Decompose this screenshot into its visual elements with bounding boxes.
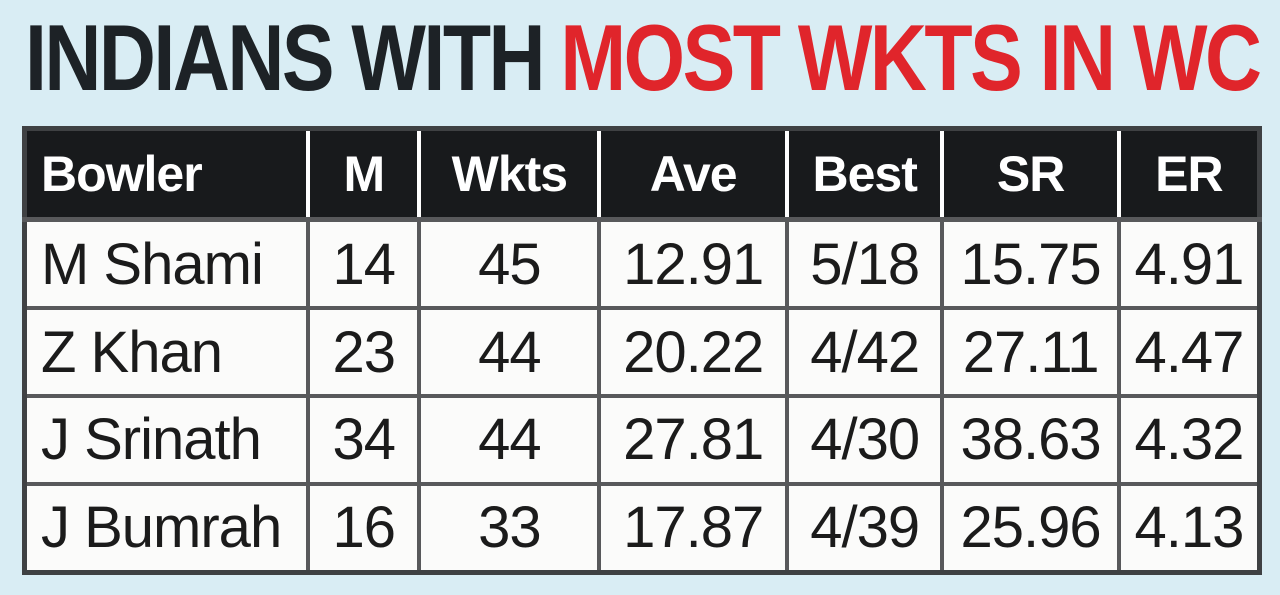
table-header-row: Bowler M Wkts Ave Best SR ER: [24, 128, 1260, 222]
cell-bowler: J Bumrah: [24, 481, 311, 573]
cell-strike-rate: 25.96: [940, 481, 1121, 573]
cell-wickets: 44: [417, 306, 602, 398]
cell-average: 27.81: [597, 393, 789, 486]
table-row: J Bumrah 16 33 17.87 4/39 25.96 4.13: [24, 481, 1260, 573]
page-title: INDIANS WITH MOST WKTS IN WC: [25, 5, 1262, 110]
cell-wickets: 44: [417, 393, 602, 486]
cell-bowler: J Srinath: [24, 393, 311, 486]
column-header-best: Best: [784, 128, 943, 222]
cell-economy-rate: 4.91: [1116, 219, 1260, 311]
column-header-wickets: Wkts: [417, 128, 600, 222]
column-header-strike-rate: SR: [940, 128, 1119, 222]
table-row: M Shami 14 45 12.91 5/18 15.75 4.91: [24, 219, 1260, 311]
cell-average: 12.91: [597, 219, 789, 311]
column-header-matches: M: [306, 128, 420, 222]
cell-matches: 23: [306, 306, 422, 398]
cell-wickets: 45: [417, 219, 602, 311]
cell-wickets: 33: [417, 481, 602, 573]
stats-table: Bowler M Wkts Ave Best SR ER M Shami 14 …: [22, 126, 1262, 575]
cell-average: 20.22: [597, 306, 789, 398]
cell-best: 4/39: [784, 481, 945, 573]
cell-strike-rate: 27.11: [940, 306, 1121, 398]
cell-strike-rate: 38.63: [940, 393, 1121, 486]
column-header-economy-rate: ER: [1116, 128, 1260, 222]
cell-strike-rate: 15.75: [940, 219, 1121, 311]
cell-average: 17.87: [597, 481, 789, 573]
cell-economy-rate: 4.47: [1116, 306, 1260, 398]
cell-matches: 14: [306, 219, 422, 311]
table-row: J Srinath 34 44 27.81 4/30 38.63 4.32: [24, 393, 1260, 486]
cell-economy-rate: 4.32: [1116, 393, 1260, 486]
page-title-black: INDIANS WITH: [25, 5, 546, 110]
cell-best: 4/42: [784, 306, 945, 398]
cell-bowler: M Shami: [24, 219, 311, 311]
cell-matches: 34: [306, 393, 422, 486]
table-row: Z Khan 23 44 20.22 4/42 27.11 4.47: [24, 306, 1260, 398]
column-header-bowler: Bowler: [24, 128, 309, 222]
stats-table-container: Bowler M Wkts Ave Best SR ER M Shami 14 …: [22, 126, 1262, 575]
cell-economy-rate: 4.13: [1116, 481, 1260, 573]
column-header-average: Ave: [597, 128, 787, 222]
cell-matches: 16: [306, 481, 422, 573]
cell-best: 4/30: [784, 393, 945, 486]
page-title-red: MOST WKTS IN WC: [560, 5, 1262, 110]
cell-best: 5/18: [784, 219, 945, 311]
cell-bowler: Z Khan: [24, 306, 311, 398]
